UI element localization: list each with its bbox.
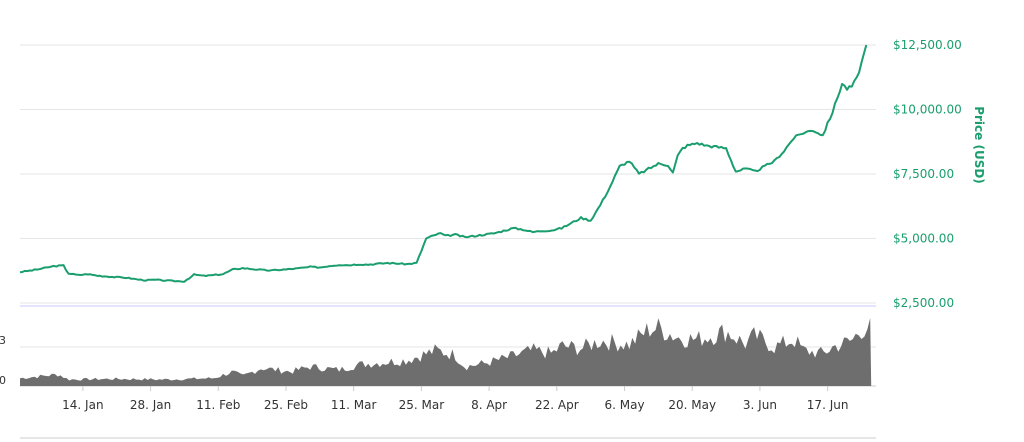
x-axis-ticks: 14. Jan 28. Jan 11. Feb 25. Feb 11. Mar 25. M… xyxy=(62,386,848,412)
x-tick-label: 17. Jun xyxy=(807,398,849,412)
x-tick-label: 8. Apr xyxy=(471,398,507,412)
price-tick-label: $5,000.00 xyxy=(893,232,954,246)
x-tick-label: 11. Mar xyxy=(331,398,377,412)
x-tick-label: 22. Apr xyxy=(535,398,579,412)
price-tick-label: $12,500.00 xyxy=(893,38,962,52)
x-tick-label: 14. Jan xyxy=(62,398,103,412)
volume-axis-ticks: 03 xyxy=(0,334,6,387)
price-axis-ticks: $2,500.00 $5,000.00 $7,500.00 $10,000.00 $12… xyxy=(893,38,962,310)
volume-tick-label: 3 xyxy=(0,334,6,347)
volume-tick-label: 0 xyxy=(0,374,6,387)
x-tick-label: 6. May xyxy=(604,398,644,412)
price-tick-label: $7,500.00 xyxy=(893,167,954,181)
price-line-series xyxy=(19,44,868,283)
x-tick-label: 20. May xyxy=(668,398,716,412)
volume-bars xyxy=(20,318,872,386)
y-axis-label: Price (USD) xyxy=(972,106,986,184)
x-tick-label: 25. Mar xyxy=(399,398,445,412)
x-tick-label: 11. Feb xyxy=(196,398,240,412)
price-tick-label: $10,000.00 xyxy=(893,103,962,117)
price-line xyxy=(19,44,868,283)
volume-area xyxy=(20,318,872,386)
x-tick-label: 3. Jun xyxy=(743,398,777,412)
x-tick-label: 25. Feb xyxy=(264,398,308,412)
price-tick-label: $2,500.00 xyxy=(893,296,954,310)
price-gridlines xyxy=(20,44,876,304)
x-tick-label: 28. Jan xyxy=(130,398,171,412)
